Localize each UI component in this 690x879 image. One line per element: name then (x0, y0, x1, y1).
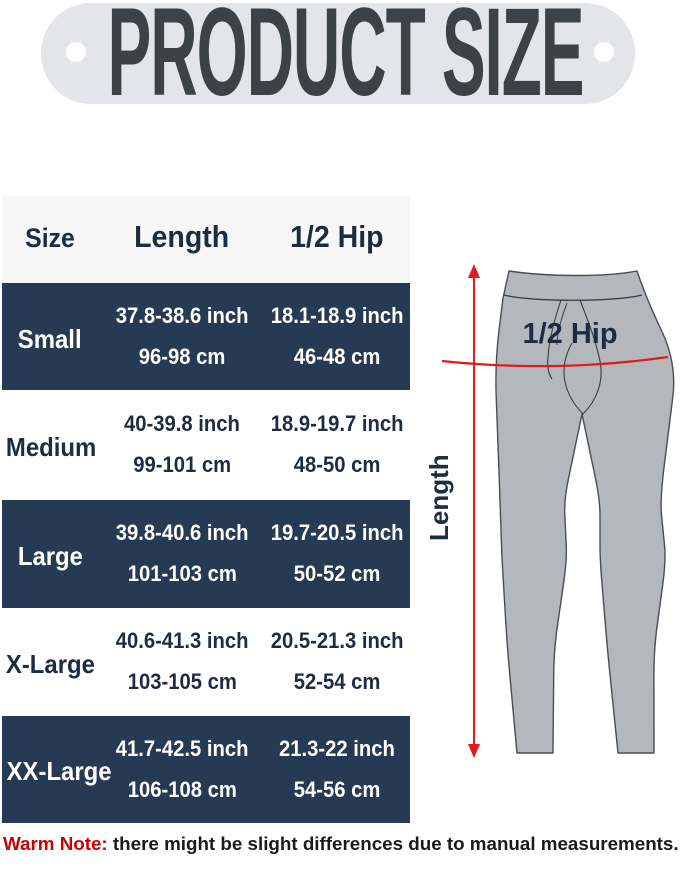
svg-text:1/2 Hip: 1/2 Hip (522, 318, 617, 350)
